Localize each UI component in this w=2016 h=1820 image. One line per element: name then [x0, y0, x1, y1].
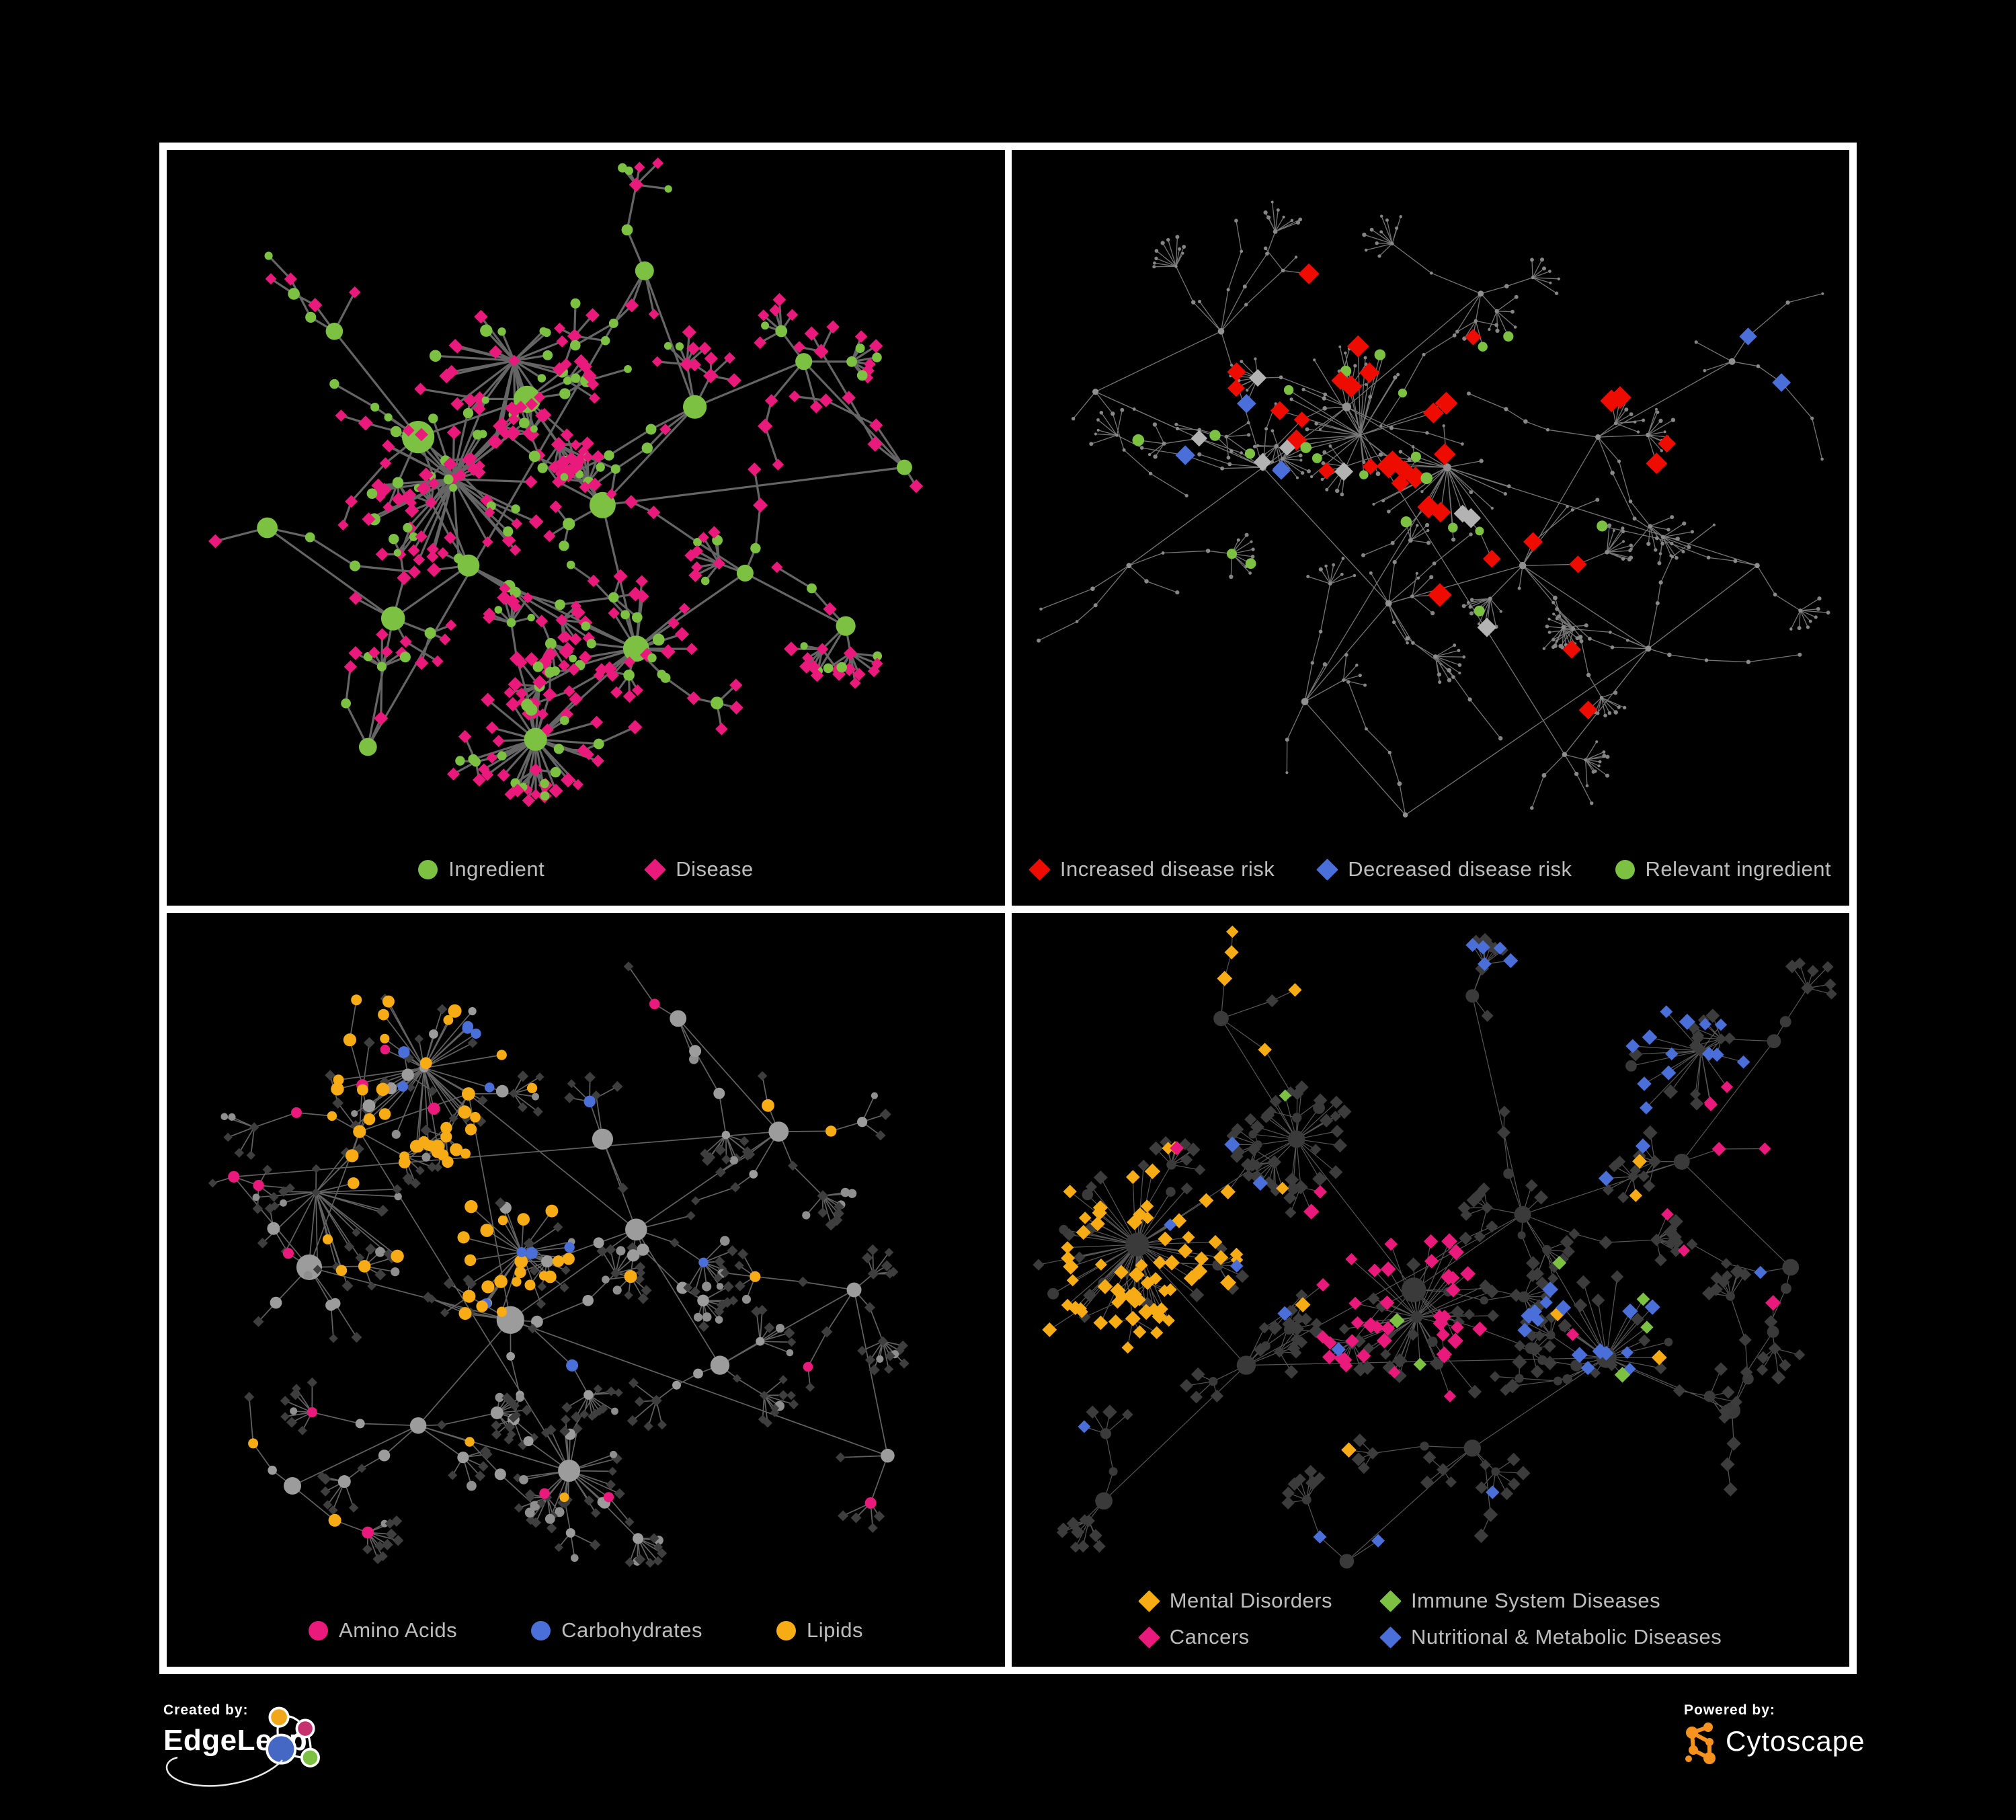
legend-item: Ingredient: [418, 857, 545, 881]
legend-label: Mental Disorders: [1169, 1589, 1333, 1612]
edgeleap-swoosh-icon: [165, 1756, 283, 1787]
network-graph-disease-categories: [1033, 925, 1837, 1569]
legend-disease-risk: Increased disease risk Decreased disease …: [1012, 857, 1849, 881]
legend-disease-categories: Mental Disorders Immune System Diseases Ca…: [1012, 1589, 1849, 1649]
legend-diamond-swatch-icon: [644, 858, 667, 881]
network-graph-disease-risk: [1037, 200, 1830, 818]
cytoscape-logo-icon: [1685, 1723, 1716, 1764]
cytoscape-wordmark: Cytoscape: [1726, 1725, 1865, 1757]
legend-label: Increased disease risk: [1059, 857, 1275, 881]
legend-circle-swatch-icon: [776, 1620, 796, 1640]
legend-diamond-swatch-icon: [1316, 858, 1339, 881]
legend-item: Cancers: [1137, 1625, 1250, 1649]
network-graph-ingredient-categories: [208, 961, 910, 1568]
panel-divider-horizontal: [167, 906, 1849, 913]
legend-label: Immune System Diseases: [1411, 1589, 1661, 1612]
legend-item: Lipids: [776, 1618, 863, 1643]
legend-diamond-swatch-icon: [1137, 1589, 1160, 1612]
legend-label: Relevant ingredient: [1645, 857, 1832, 881]
powered-by-credit: Powered by: Cytoscape: [1684, 1702, 1912, 1796]
legend-circle-swatch-icon: [1615, 859, 1635, 879]
legend-circle-swatch-icon: [418, 859, 438, 879]
legend-item: Nutritional & Metabolic Diseases: [1379, 1625, 1722, 1649]
legend-label: Ingredient: [448, 857, 545, 881]
legend-label: Disease: [676, 857, 754, 881]
legend-diamond-swatch-icon: [1028, 858, 1051, 881]
legend-item: Increased disease risk: [1028, 857, 1275, 881]
legend-circle-swatch-icon: [531, 1620, 551, 1640]
legend-item: Relevant ingredient: [1615, 857, 1832, 881]
edgeleap-logo-icon: [266, 1706, 320, 1768]
panel-ingredient-disease: Ingredient Disease: [167, 150, 1005, 906]
panel-ingredient-categories: Amino Acids Carbohydrates Lipids: [167, 913, 1005, 1667]
created-by-label: Created by:: [163, 1702, 249, 1718]
legend-item: Mental Disorders: [1137, 1589, 1333, 1613]
panel-disease-risk: Increased disease risk Decreased disease …: [1012, 150, 1849, 906]
legend-item: Disease: [644, 857, 754, 881]
legend-label: Amino Acids: [339, 1618, 458, 1642]
legend-diamond-swatch-icon: [1379, 1626, 1402, 1649]
legend-label: Nutritional & Metabolic Diseases: [1411, 1625, 1722, 1649]
legend-item: Carbohydrates: [531, 1618, 702, 1643]
legend-label: Cancers: [1169, 1625, 1250, 1649]
powered-by-label: Powered by:: [1684, 1702, 1775, 1718]
legend-label: Carbohydrates: [561, 1618, 702, 1642]
legend-ingredient-disease: Ingredient Disease: [167, 857, 1005, 881]
legend-diamond-swatch-icon: [1137, 1626, 1160, 1649]
network-graph-ingredient-disease: [208, 157, 924, 807]
legend-diamond-swatch-icon: [1379, 1589, 1402, 1612]
legend-label: Lipids: [806, 1618, 863, 1642]
legend-circle-swatch-icon: [309, 1620, 329, 1640]
legend-item: Amino Acids: [309, 1618, 457, 1643]
legend-item: Immune System Diseases: [1379, 1589, 1661, 1613]
panels-frame: Ingredient Disease Increased disease risk…: [159, 143, 1857, 1674]
created-by-credit: Created by: EdgeLeap: [163, 1702, 392, 1810]
legend-ingredient-categories: Amino Acids Carbohydrates Lipids: [167, 1618, 1005, 1643]
legend-item: Decreased disease risk: [1316, 857, 1572, 881]
legend-label: Decreased disease risk: [1348, 857, 1572, 881]
panel-disease-categories: Mental Disorders Immune System Diseases Ca…: [1012, 913, 1849, 1667]
